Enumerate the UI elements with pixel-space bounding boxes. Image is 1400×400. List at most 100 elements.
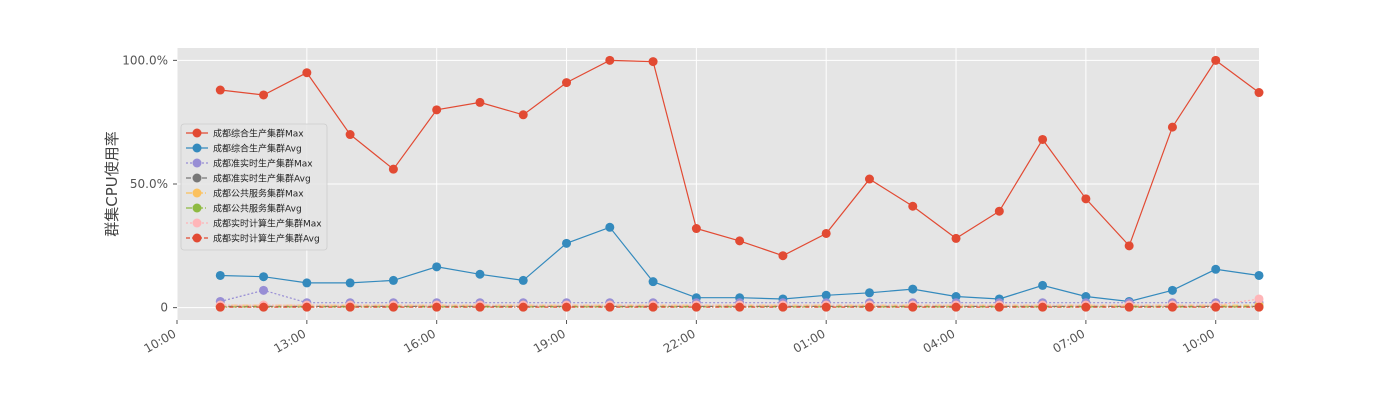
- legend-marker: [192, 143, 202, 153]
- data-point: [908, 201, 918, 211]
- data-point: [1211, 55, 1221, 65]
- data-point: [908, 284, 918, 294]
- data-point: [475, 97, 485, 107]
- data-point: [475, 302, 485, 312]
- data-point: [821, 228, 831, 238]
- data-point: [951, 302, 961, 312]
- x-tick-label: 13:00: [271, 326, 308, 355]
- data-point: [518, 110, 528, 120]
- data-point: [345, 130, 355, 140]
- data-point: [302, 278, 312, 288]
- data-point: [864, 288, 874, 298]
- data-point: [648, 302, 658, 312]
- data-point: [1081, 194, 1091, 204]
- data-point: [215, 302, 225, 312]
- data-point: [648, 57, 658, 67]
- legend-marker: [192, 233, 202, 243]
- legend-label: 成都准实时生产集群Avg: [213, 173, 311, 185]
- data-point: [388, 302, 398, 312]
- data-point: [302, 68, 312, 78]
- data-point: [778, 302, 788, 312]
- data-point: [1211, 264, 1221, 274]
- data-point: [1211, 302, 1221, 312]
- data-point: [388, 275, 398, 285]
- data-point: [605, 222, 615, 232]
- legend-marker: [192, 218, 202, 228]
- data-point: [1038, 134, 1048, 144]
- data-point: [864, 174, 874, 184]
- data-point: [691, 224, 701, 234]
- data-point: [648, 277, 658, 287]
- data-point: [215, 270, 225, 280]
- legend-label: 成都实时计算生产集群Avg: [213, 233, 320, 245]
- data-point: [345, 302, 355, 312]
- x-tick-label: 04:00: [921, 326, 958, 355]
- data-point: [1167, 302, 1177, 312]
- data-point: [302, 302, 312, 312]
- data-point: [735, 236, 745, 246]
- data-point: [605, 55, 615, 65]
- data-point: [691, 302, 701, 312]
- legend-marker: [192, 128, 202, 138]
- x-tick-label: 01:00: [791, 326, 828, 355]
- legend-marker: [192, 173, 202, 183]
- legend-label: 成都准实时生产集群Max: [213, 158, 313, 170]
- data-point: [259, 272, 269, 282]
- x-tick-label: 07:00: [1050, 326, 1087, 355]
- data-point: [388, 164, 398, 174]
- data-point: [432, 262, 442, 272]
- data-point: [518, 275, 528, 285]
- data-point: [432, 302, 442, 312]
- data-point: [259, 285, 269, 295]
- data-point: [821, 302, 831, 312]
- series-1: [215, 222, 1264, 306]
- data-point: [735, 302, 745, 312]
- y-tick-label: 50.0%: [130, 177, 168, 191]
- legend-label: 成都公共服务集群Avg: [213, 203, 302, 215]
- data-point: [605, 302, 615, 312]
- data-point: [1254, 88, 1264, 98]
- x-tick-label: 16:00: [401, 326, 438, 355]
- data-point: [994, 206, 1004, 216]
- data-point: [1254, 302, 1264, 312]
- data-point: [1254, 270, 1264, 280]
- data-point: [778, 251, 788, 261]
- series-7: [215, 302, 1264, 312]
- data-point: [1167, 122, 1177, 132]
- data-point: [518, 302, 528, 312]
- data-point: [1081, 302, 1091, 312]
- legend-marker: [192, 188, 202, 198]
- x-tick-label: 10:00: [142, 326, 179, 355]
- data-point: [1081, 292, 1091, 302]
- data-point: [951, 292, 961, 302]
- data-point: [1124, 302, 1134, 312]
- y-axis-label: 群集CPU使用率: [103, 131, 121, 237]
- data-point: [864, 302, 874, 312]
- legend-label: 成都综合生产集群Avg: [213, 143, 302, 155]
- y-axis: 0 50.0% 100.0%: [122, 53, 177, 315]
- series-0: [215, 55, 1264, 261]
- data-point: [562, 238, 572, 248]
- data-point: [908, 302, 918, 312]
- legend: 成都综合生产集群Max 成都综合生产集群Avg 成都准实时生产集群Max 成都准实时生…: [180, 123, 328, 251]
- data-point: [432, 105, 442, 115]
- data-point: [1038, 302, 1048, 312]
- series-layer: [215, 55, 1264, 312]
- data-point: [821, 290, 831, 300]
- legend-marker: [192, 158, 202, 168]
- y-tick-label: 0: [160, 301, 168, 315]
- legend-label: 成都实时计算生产集群Max: [213, 218, 322, 230]
- data-point: [1167, 285, 1177, 295]
- data-point: [1124, 241, 1134, 251]
- data-point: [345, 278, 355, 288]
- x-tick-label: 10:00: [1180, 326, 1217, 355]
- legend-label: 成都公共服务集群Max: [213, 188, 304, 200]
- y-tick-label: 100.0%: [122, 53, 168, 67]
- legend-label: 成都综合生产集群Max: [213, 128, 304, 140]
- x-tick-label: 19:00: [531, 326, 568, 355]
- data-point: [1254, 294, 1264, 304]
- data-point: [994, 302, 1004, 312]
- x-tick-label: 22:00: [661, 326, 698, 355]
- data-point: [259, 302, 269, 312]
